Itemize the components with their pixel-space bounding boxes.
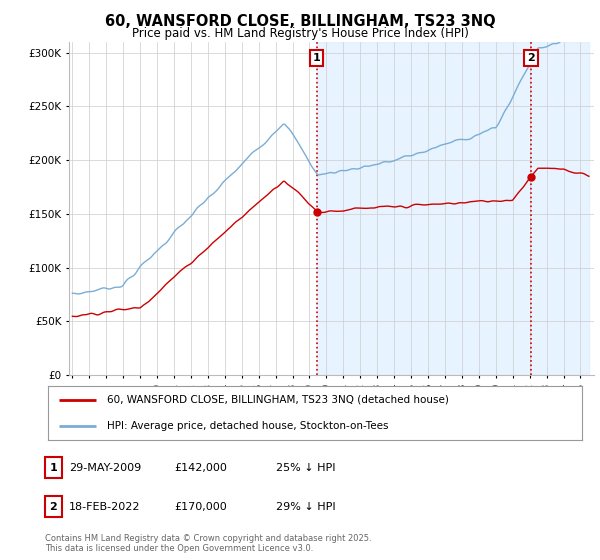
Text: 25% ↓ HPI: 25% ↓ HPI [276, 463, 335, 473]
Text: HPI: Average price, detached house, Stockton-on-Tees: HPI: Average price, detached house, Stoc… [107, 421, 388, 431]
Text: 29% ↓ HPI: 29% ↓ HPI [276, 502, 335, 512]
Text: £142,000: £142,000 [174, 463, 227, 473]
Text: 2: 2 [50, 502, 57, 512]
Text: Price paid vs. HM Land Registry's House Price Index (HPI): Price paid vs. HM Land Registry's House … [131, 27, 469, 40]
Text: £170,000: £170,000 [174, 502, 227, 512]
Bar [317, 42, 589, 375]
Text: 60, WANSFORD CLOSE, BILLINGHAM, TS23 3NQ: 60, WANSFORD CLOSE, BILLINGHAM, TS23 3NQ [104, 14, 496, 29]
Text: 18-FEB-2022: 18-FEB-2022 [69, 502, 140, 512]
Text: Contains HM Land Registry data © Crown copyright and database right 2025.
This d: Contains HM Land Registry data © Crown c… [45, 534, 371, 553]
Text: 1: 1 [50, 463, 57, 473]
Text: 60, WANSFORD CLOSE, BILLINGHAM, TS23 3NQ (detached house): 60, WANSFORD CLOSE, BILLINGHAM, TS23 3NQ… [107, 395, 449, 405]
Text: 29-MAY-2009: 29-MAY-2009 [69, 463, 141, 473]
Text: 2: 2 [527, 53, 535, 63]
Text: 1: 1 [313, 53, 320, 63]
